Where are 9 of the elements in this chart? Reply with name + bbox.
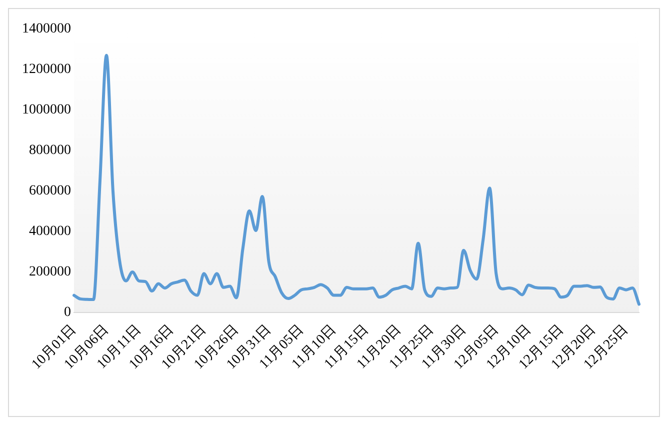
y-tick-label: 200000 [29, 264, 71, 280]
line-series [72, 54, 640, 306]
y-tick-label: 800000 [29, 143, 71, 158]
y-tick-label: 1000000 [22, 102, 71, 118]
y-tick-label: 1200000 [22, 62, 71, 78]
y-tick-label: 1400000 [22, 22, 71, 37]
y-tick-label: 600000 [29, 184, 71, 199]
y-tick-label: 400000 [29, 224, 71, 240]
y-tick-label: 0 [64, 305, 71, 320]
